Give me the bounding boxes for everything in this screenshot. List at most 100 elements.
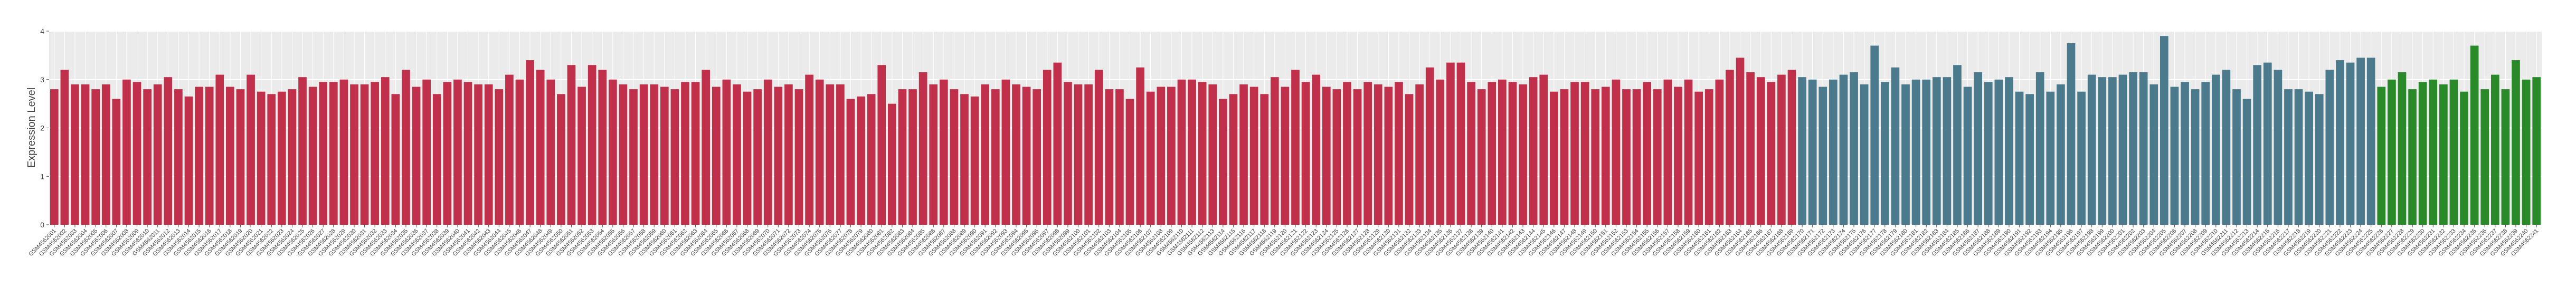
bar bbox=[2501, 89, 2510, 225]
bar bbox=[805, 74, 813, 225]
bar bbox=[132, 82, 141, 225]
bar bbox=[164, 77, 173, 225]
y-tick-label: 2 bbox=[40, 124, 44, 132]
bar bbox=[1674, 87, 1682, 225]
bar bbox=[1043, 70, 1052, 225]
bar bbox=[2005, 77, 2013, 225]
bar bbox=[970, 96, 979, 225]
bar bbox=[308, 87, 317, 225]
bar bbox=[101, 84, 110, 225]
bar bbox=[1880, 82, 1889, 225]
bar bbox=[1291, 70, 1300, 225]
bar bbox=[1415, 84, 1424, 225]
bar bbox=[836, 84, 845, 225]
bar bbox=[1726, 70, 1734, 225]
bar bbox=[1115, 89, 1124, 225]
bar bbox=[1198, 82, 1207, 225]
bar bbox=[463, 82, 472, 225]
bar bbox=[112, 99, 121, 225]
bar bbox=[877, 65, 886, 225]
y-tick-label: 0 bbox=[40, 221, 44, 229]
bar bbox=[691, 82, 700, 225]
bar bbox=[319, 82, 328, 225]
bar bbox=[733, 84, 741, 225]
bar bbox=[1860, 84, 1869, 225]
bar bbox=[1746, 72, 1755, 225]
bar bbox=[1177, 79, 1186, 225]
bar bbox=[1405, 94, 1414, 225]
bar bbox=[2532, 77, 2541, 225]
bar bbox=[495, 89, 504, 225]
bar bbox=[1167, 87, 1176, 225]
bar bbox=[1064, 82, 1072, 225]
bar bbox=[536, 70, 545, 225]
bar bbox=[546, 79, 555, 225]
bar bbox=[2490, 74, 2499, 225]
bar bbox=[50, 89, 59, 225]
bar bbox=[1787, 70, 1796, 225]
bar bbox=[908, 89, 917, 225]
bar bbox=[639, 84, 648, 225]
bar bbox=[1539, 74, 1548, 225]
bar bbox=[2263, 62, 2272, 225]
bar bbox=[1653, 89, 1662, 225]
bar bbox=[2046, 91, 2055, 225]
bar bbox=[402, 70, 410, 225]
bar bbox=[1850, 72, 1858, 225]
bar bbox=[753, 89, 762, 225]
bar bbox=[1084, 84, 1093, 225]
bar bbox=[2418, 82, 2427, 225]
bar bbox=[422, 79, 431, 225]
bar bbox=[577, 87, 586, 225]
bar bbox=[1839, 74, 1848, 225]
bar bbox=[1229, 94, 1238, 225]
bar bbox=[1322, 87, 1331, 225]
bar bbox=[1612, 79, 1621, 225]
bar bbox=[2098, 77, 2107, 225]
bar bbox=[1591, 89, 1600, 225]
bar bbox=[1053, 62, 1062, 225]
bar bbox=[898, 89, 907, 225]
bar bbox=[867, 94, 876, 225]
bar bbox=[2170, 87, 2179, 225]
bar bbox=[1694, 91, 1703, 225]
bar bbox=[981, 84, 990, 225]
bar bbox=[1270, 77, 1279, 225]
bar bbox=[1994, 79, 2003, 225]
bar bbox=[2129, 72, 2137, 225]
bar bbox=[960, 94, 969, 225]
bar bbox=[2439, 84, 2448, 225]
bar bbox=[1736, 58, 1745, 225]
bar bbox=[2294, 89, 2303, 225]
bar bbox=[1684, 79, 1693, 225]
bar bbox=[1715, 79, 1724, 225]
bar bbox=[381, 77, 390, 225]
bar bbox=[1033, 89, 1041, 225]
bar bbox=[1012, 84, 1020, 225]
bar bbox=[1022, 87, 1031, 225]
bar bbox=[774, 87, 783, 225]
bar bbox=[991, 89, 1000, 225]
bar bbox=[267, 94, 276, 225]
bar bbox=[2366, 58, 2375, 225]
bar bbox=[391, 94, 400, 225]
bar bbox=[1777, 74, 1786, 225]
bar bbox=[1911, 79, 1920, 225]
bar bbox=[2035, 72, 2044, 225]
bar bbox=[1446, 62, 1455, 225]
bar bbox=[2201, 82, 2210, 225]
bar bbox=[2191, 89, 2200, 225]
bar bbox=[81, 84, 90, 225]
bar bbox=[784, 84, 793, 225]
bar bbox=[2160, 36, 2168, 225]
bar bbox=[650, 84, 659, 225]
bar bbox=[815, 79, 824, 225]
bar bbox=[1332, 89, 1341, 225]
bar bbox=[2429, 79, 2438, 225]
bar bbox=[184, 96, 193, 225]
bar bbox=[609, 79, 617, 225]
bar bbox=[215, 74, 224, 225]
bar bbox=[474, 84, 482, 225]
bar bbox=[2025, 94, 2034, 225]
bar bbox=[1756, 77, 1765, 225]
